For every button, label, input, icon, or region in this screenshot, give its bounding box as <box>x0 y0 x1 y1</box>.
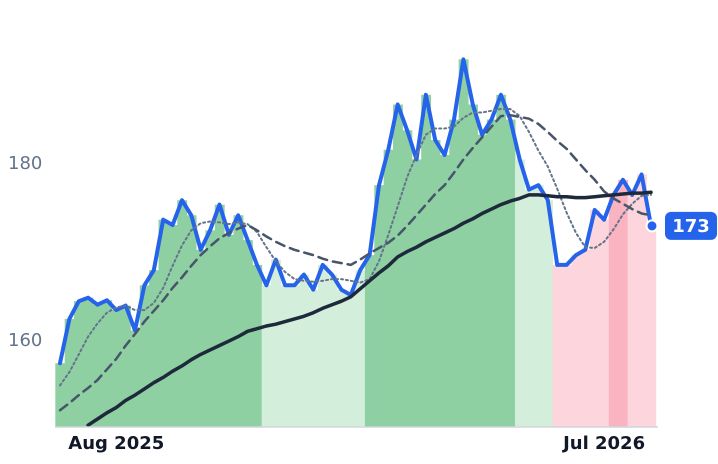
area-segment <box>120 305 131 427</box>
area-segment <box>486 119 497 427</box>
area-segment <box>496 94 507 427</box>
y-tick-label: 180 <box>8 153 42 174</box>
area-segment <box>252 264 263 427</box>
area-segment <box>421 94 432 427</box>
area-segment <box>205 230 216 427</box>
area-segment <box>186 215 197 427</box>
area-segment <box>196 249 206 427</box>
x-tick-label: Aug 2025 <box>68 433 164 454</box>
area-segment <box>608 194 619 427</box>
series-line <box>58 113 653 412</box>
area-segment <box>55 363 66 427</box>
area-segment <box>317 264 328 427</box>
area-segment <box>327 274 338 427</box>
area-segment <box>580 249 591 427</box>
last-value-label: 173 <box>672 216 710 237</box>
area-segment <box>514 159 525 427</box>
area-segment <box>346 295 356 427</box>
area-segment <box>308 289 319 427</box>
area-segment <box>477 134 488 427</box>
area-segment <box>552 264 563 427</box>
area-segment <box>158 219 169 427</box>
area-segment <box>83 297 94 427</box>
area-segment <box>167 225 178 427</box>
series-line <box>86 190 653 427</box>
area-segment <box>599 219 610 427</box>
area-segment <box>524 189 535 427</box>
area-segment <box>111 310 122 427</box>
y-tick-label: 160 <box>8 330 42 351</box>
area-segment <box>561 264 572 427</box>
x-tick-label: Jul 2026 <box>561 433 645 454</box>
area-segment <box>139 285 150 427</box>
area-segment <box>590 209 600 427</box>
area-segment <box>261 285 272 427</box>
line-layer <box>58 57 653 427</box>
series-line <box>59 108 652 387</box>
area-segment <box>374 185 385 427</box>
area-segment <box>383 149 394 427</box>
last-value-badge <box>665 211 717 240</box>
area-segment <box>543 200 553 427</box>
area-segment <box>102 300 113 427</box>
area-segment <box>355 270 366 427</box>
area-segment <box>74 301 84 427</box>
area-segment <box>92 304 103 427</box>
area-segment <box>214 204 225 427</box>
area-segment <box>402 130 413 427</box>
area-segment <box>177 200 188 427</box>
area-segment <box>571 255 582 427</box>
last-point <box>645 219 659 233</box>
area-segment <box>299 274 310 427</box>
area-segment <box>149 270 159 427</box>
area-segment <box>393 104 403 427</box>
area-segment <box>458 59 469 427</box>
area-segment <box>430 139 441 427</box>
area-segment <box>411 159 422 427</box>
area-segment <box>636 174 647 427</box>
area-segment <box>289 285 300 427</box>
area-segment <box>271 259 281 427</box>
area-segment <box>618 179 629 427</box>
area-segment <box>505 119 516 427</box>
area-segment <box>224 234 235 427</box>
area-segment <box>449 119 460 427</box>
area-segment <box>533 185 544 427</box>
area-segment <box>364 255 375 427</box>
area-segment <box>336 289 347 427</box>
area-segment <box>280 285 291 427</box>
area-segment <box>627 194 638 427</box>
area-segment <box>439 155 450 427</box>
area-segment <box>242 240 253 427</box>
area-segment <box>646 225 657 427</box>
area-segment <box>233 215 244 427</box>
area-layer <box>55 59 657 427</box>
area-segment <box>130 330 141 427</box>
area-segment <box>468 104 478 427</box>
